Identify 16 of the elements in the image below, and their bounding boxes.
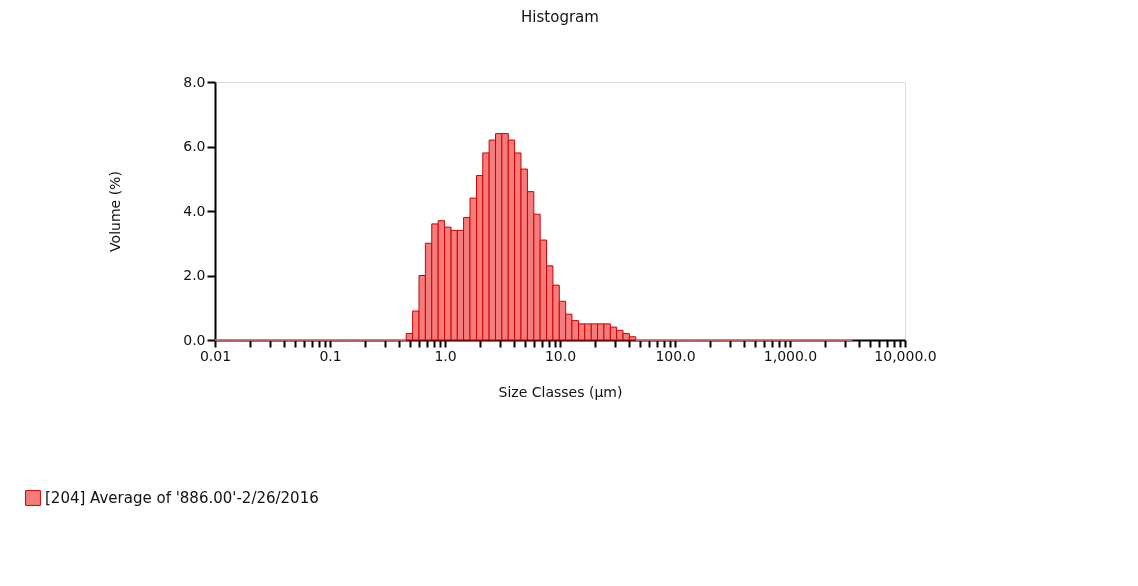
y-tick-label: 8.0: [183, 73, 206, 90]
chart-title: Histogram: [521, 8, 599, 26]
x-tick-label: 1,000.0: [763, 347, 818, 364]
x-tick-label: 1.0: [434, 347, 457, 364]
y-tick-label: 2.0: [183, 267, 206, 283]
y-tick-label: 4.0: [183, 202, 206, 219]
x-tick-label: 100.0: [655, 347, 696, 364]
y-axis-title: Volume (%): [107, 171, 124, 252]
x-tick-label: 10,000.0: [874, 347, 937, 364]
x-tick-label: 0.01: [199, 347, 232, 364]
x-axis-title: Size Classes (µm): [498, 383, 623, 400]
x-tick-label: 10.0: [544, 347, 577, 364]
y-tick-label: 6.0: [183, 138, 206, 154]
y-tick-label: 0.0: [183, 331, 206, 348]
x-tick-label: 0.1: [319, 347, 342, 364]
legend-label: [204] Average of '886.00'-2/26/2016: [45, 489, 319, 507]
